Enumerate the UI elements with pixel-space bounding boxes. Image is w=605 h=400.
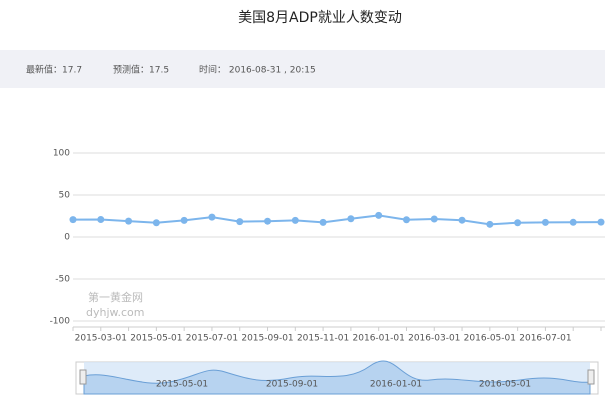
point: [541, 218, 549, 226]
zoom-label: 2016-05-01: [479, 380, 531, 390]
point: [125, 217, 133, 225]
zoom-label: 2015-05-01: [156, 380, 208, 390]
info-bar: [0, 50, 605, 88]
info-latest: 最新值：17.7: [26, 64, 82, 76]
y-tick-label: -100: [50, 317, 71, 327]
point: [152, 219, 160, 227]
info-forecast: 预测值：17.5: [113, 64, 169, 76]
point: [180, 216, 188, 224]
zoom-label: 2016-01-01: [370, 380, 422, 390]
point: [375, 211, 383, 219]
watermark: dyhjw.com: [86, 306, 145, 319]
point: [69, 216, 77, 224]
y-tick-label: -50: [55, 275, 70, 285]
point: [569, 218, 577, 226]
point: [458, 216, 466, 224]
zoom-handle[interactable]: [79, 369, 87, 385]
point: [319, 218, 327, 226]
x-tick-label: 2016-05-01: [464, 334, 516, 344]
point: [597, 218, 605, 226]
point: [291, 216, 299, 224]
point: [486, 220, 494, 228]
point: [236, 218, 244, 226]
x-tick-label: 2016-07-01: [519, 334, 571, 344]
y-tick-label: 0: [64, 233, 70, 243]
zoom-preview: [83, 360, 591, 395]
chart-title: 美国8月ADP就业人数变动: [238, 10, 402, 26]
x-tick-label: 2015-03-01: [75, 334, 127, 344]
y-tick-label: 50: [59, 191, 71, 201]
line: [72, 214, 602, 226]
x-tick-label: 2016-03-01: [408, 334, 460, 344]
zoom-handle[interactable]: [587, 369, 595, 385]
info-time: 时间： 2016-08-31 , 20:15: [199, 64, 316, 76]
point: [514, 219, 522, 227]
point: [430, 215, 438, 223]
x-tick-label: 2015-05-01: [130, 334, 182, 344]
point: [208, 213, 216, 221]
x-tick-label: 2015-11-01: [297, 334, 349, 344]
x-tick-label: 2015-09-01: [241, 334, 293, 344]
point: [347, 215, 355, 223]
point: [264, 217, 272, 225]
point: [402, 216, 410, 224]
x-tick-label: 2015-07-01: [186, 334, 238, 344]
zoom-label: 2015-09-01: [266, 380, 318, 390]
y-tick-label: 100: [53, 149, 70, 159]
x-tick-label: 2016-01-01: [353, 334, 405, 344]
point: [97, 216, 105, 224]
watermark: 第一黄金网: [88, 290, 143, 304]
